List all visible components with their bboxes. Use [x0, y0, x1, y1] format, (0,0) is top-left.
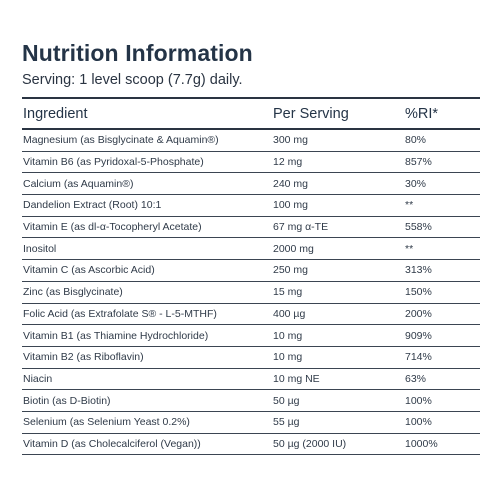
- table-row: Inositol 2000 mg **: [22, 238, 480, 260]
- per-serving-cell: 10 mg: [273, 329, 303, 342]
- ri-cell: 1000%: [405, 437, 438, 450]
- ri-cell: 714%: [405, 351, 432, 364]
- per-serving-cell: 10 mg: [273, 351, 303, 364]
- table-row: Folic Acid (as Extrafolate S® - L-5-MTHF…: [22, 303, 480, 325]
- ingredient-cell: Zinc (as Bisglycinate): [23, 286, 123, 299]
- ingredient-cell: Calcium (as Aquamin®): [23, 177, 134, 190]
- page-title: Nutrition Information: [22, 40, 253, 66]
- ri-cell: 857%: [405, 156, 432, 169]
- per-serving-cell: 67 mg α-TE: [273, 221, 329, 234]
- column-header-ingredient: Ingredient: [23, 105, 88, 122]
- per-serving-cell: 250 mg: [273, 264, 309, 277]
- per-serving-cell: 55 µg: [273, 416, 300, 429]
- ingredient-cell: Vitamin B1 (as Thiamine Hydrochloride): [23, 329, 209, 342]
- table-row: Vitamin B6 (as Pyridoxal-5-Phosphate) 12 …: [22, 151, 480, 173]
- table-header-row: Ingredient Per Serving %RI*: [22, 98, 480, 129]
- ri-cell: 80%: [405, 134, 427, 147]
- ri-cell: 30%: [405, 177, 427, 190]
- nutrition-table: Ingredient Per Serving %RI* Magnesium (a…: [22, 97, 480, 455]
- ri-cell: 150%: [405, 286, 432, 299]
- ingredient-cell: Biotin (as D-Biotin): [23, 394, 111, 407]
- per-serving-cell: 15 mg: [273, 286, 303, 299]
- ingredient-cell: Folic Acid (as Extrafolate S® - L-5-MTHF…: [23, 307, 217, 320]
- table-row: Dandelion Extract (Root) 10:1 100 mg **: [22, 195, 480, 217]
- ri-cell: 558%: [405, 221, 432, 234]
- per-serving-cell: 400 µg: [273, 307, 306, 320]
- column-header-per-serving: Per Serving: [273, 105, 349, 122]
- per-serving-cell: 10 mg NE: [273, 372, 320, 385]
- nutrition-panel: Nutrition Information Serving: 1 level s…: [22, 38, 480, 455]
- per-serving-cell: 12 mg: [273, 156, 303, 169]
- ingredient-cell: Vitamin B2 (as Riboflavin): [23, 351, 144, 364]
- table-row: Niacin 10 mg NE 63%: [22, 368, 480, 390]
- ingredient-cell: Inositol: [23, 242, 57, 255]
- table-row: Biotin (as D-Biotin) 50 µg 100%: [22, 390, 480, 412]
- table-row: Vitamin C (as Ascorbic Acid) 250 mg 313%: [22, 260, 480, 282]
- table-row: Zinc (as Bisglycinate) 15 mg 150%: [22, 281, 480, 303]
- ingredient-cell: Vitamin C (as Ascorbic Acid): [23, 264, 155, 277]
- ingredient-cell: Dandelion Extract (Root) 10:1: [23, 199, 162, 212]
- per-serving-cell: 300 mg: [273, 134, 309, 147]
- serving-size: Serving: 1 level scoop (7.7g) daily.: [22, 72, 243, 88]
- ingredient-cell: Vitamin D (as Cholecalciferol (Vegan)): [23, 437, 201, 450]
- per-serving-cell: 2000 mg: [273, 242, 314, 255]
- ri-cell: 100%: [405, 394, 432, 407]
- table-row: Vitamin B2 (as Riboflavin) 10 mg 714%: [22, 346, 480, 369]
- ri-cell: 100%: [405, 416, 432, 429]
- per-serving-cell: 240 mg: [273, 177, 309, 190]
- ri-cell: **: [405, 199, 414, 212]
- ingredient-cell: Vitamin B6 (as Pyridoxal-5-Phosphate): [23, 156, 204, 169]
- per-serving-cell: 50 µg (2000 IU): [273, 437, 347, 450]
- table-row: Magnesium (as Bisglycinate & Aquamin®) 30…: [22, 129, 480, 152]
- ingredient-cell: Magnesium (as Bisglycinate & Aquamin®): [23, 134, 219, 147]
- column-header-ri: %RI*: [405, 105, 439, 122]
- ri-cell: **: [405, 242, 414, 255]
- ingredient-cell: Vitamin E (as dl-α-Tocopheryl Acetate): [23, 221, 202, 234]
- ri-cell: 200%: [405, 307, 432, 320]
- ri-cell: 909%: [405, 329, 432, 342]
- ingredient-cell: Selenium (as Selenium Yeast 0.2%): [23, 416, 190, 429]
- table-row: Calcium (as Aquamin®) 240 mg 30%: [22, 173, 480, 195]
- table-row: Vitamin B1 (as Thiamine Hydrochloride) 10…: [22, 325, 480, 347]
- per-serving-cell: 100 mg: [273, 199, 309, 212]
- table-row: Selenium (as Selenium Yeast 0.2%) 55 µg 10…: [22, 411, 480, 434]
- table-row: Vitamin D (as Cholecalciferol (Vegan)) 50…: [22, 433, 480, 455]
- ri-cell: 313%: [405, 264, 432, 277]
- per-serving-cell: 50 µg: [273, 394, 300, 407]
- table-row: Vitamin E (as dl-α-Tocopheryl Acetate) 67…: [22, 216, 480, 238]
- ingredient-cell: Niacin: [23, 372, 53, 385]
- ri-cell: 63%: [405, 372, 427, 385]
